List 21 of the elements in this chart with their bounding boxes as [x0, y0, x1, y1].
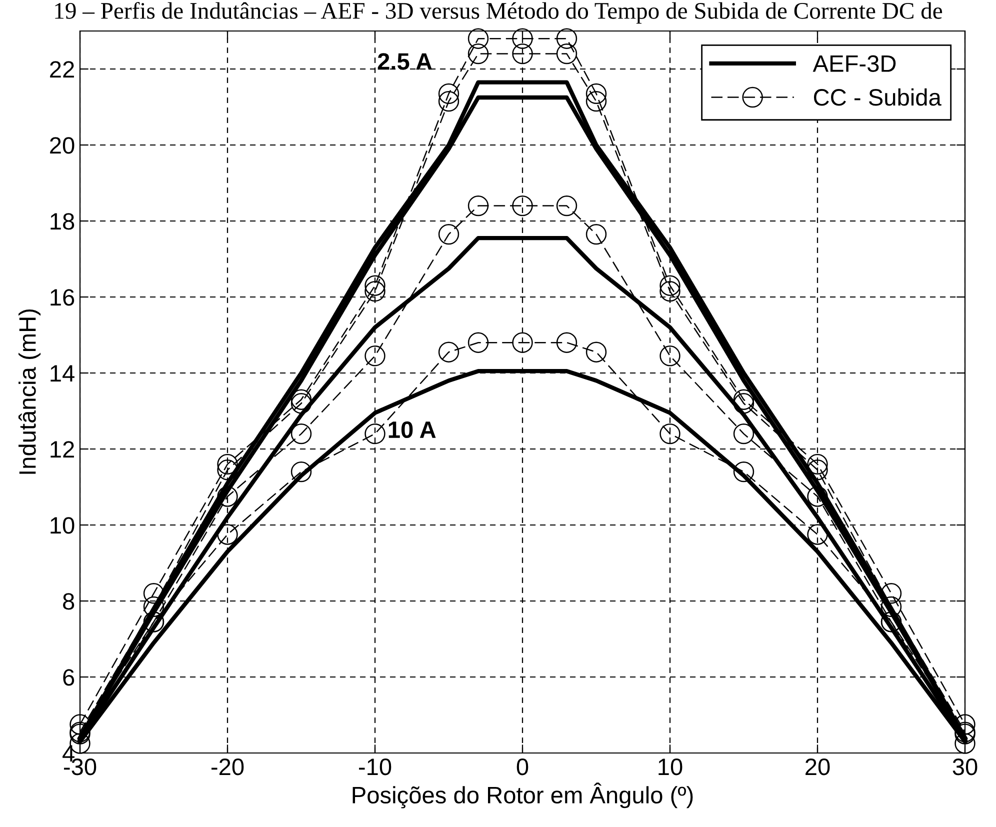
x-tick-label: -10	[358, 758, 392, 776]
y-tick-label: 18	[50, 213, 74, 230]
y-tick-label: 14	[50, 365, 74, 382]
y-tick-label: 10	[50, 517, 74, 534]
chart-title: 19 – Perfis de Indutâncias – AEF - 3D versus Método do Tempo de Subida de Corrente DC de	[55, 2, 942, 24]
y-tick-label: 12	[50, 441, 74, 458]
y-tick-label: 8	[63, 593, 74, 610]
x-tick-label: 10	[658, 758, 682, 776]
y-tick-label: 16	[50, 289, 74, 306]
y-tick-label: 6	[63, 669, 74, 686]
y-tick-label: 20	[50, 137, 74, 154]
x-tick-label: 20	[806, 758, 830, 776]
x-tick-label: -20	[211, 758, 244, 776]
x-tick-label: 0	[516, 758, 528, 776]
x-tick-label: 30	[952, 758, 978, 776]
y-tick-label: 22	[50, 61, 74, 78]
x-axis-title: Posições do Rotor em Ângulo (º)	[352, 782, 693, 808]
legend-label: AEF-3D	[812, 55, 896, 72]
annotation: 10 A	[388, 421, 436, 438]
legend-label: CC - Subida	[814, 88, 942, 106]
y-axis-title: Indutância (mH)	[18, 309, 41, 474]
